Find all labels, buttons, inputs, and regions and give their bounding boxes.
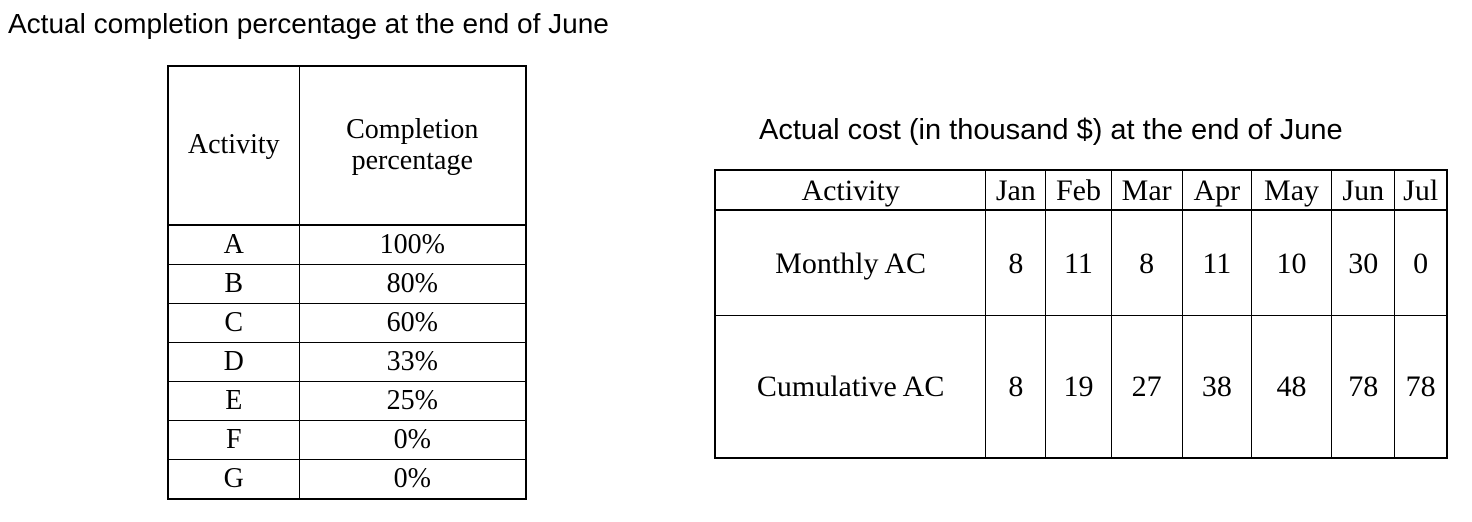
month-header-mar: Mar — [1110, 169, 1183, 211]
completion-table-title: Actual completion percentage at the end … — [8, 8, 609, 39]
cost-cell: 8 — [985, 209, 1047, 316]
completion-header-row: Activity Completion percentage — [167, 65, 527, 226]
percentage-cell: 60% — [298, 303, 527, 343]
completion-header-line-1: Completion — [346, 113, 479, 145]
percentage-cell: 100% — [298, 224, 527, 265]
table-row: B 80% — [167, 264, 527, 304]
cost-cell: 27 — [1110, 315, 1183, 459]
table-row: D 33% — [167, 342, 527, 382]
cost-cell: 30 — [1331, 209, 1396, 316]
table-row: A 100% — [167, 224, 527, 265]
cost-header-row: Activity Jan Feb Mar Apr May Jun Jul — [714, 169, 1448, 211]
completion-table: Activity Completion percentage A 100% B … — [167, 65, 527, 500]
completion-header-line-2: percentage — [351, 144, 473, 176]
table-row: C 60% — [167, 303, 527, 343]
cost-cell: 78 — [1394, 315, 1448, 459]
monthly-ac-row: Monthly AC 8 11 8 11 10 30 0 — [714, 209, 1448, 316]
completion-percentage-column-header: Completion percentage — [298, 65, 527, 226]
percentage-cell: 0% — [298, 459, 527, 500]
cost-cell: 10 — [1250, 209, 1333, 316]
cost-cell: 0 — [1394, 209, 1448, 316]
table-row: E 25% — [167, 381, 527, 421]
percentage-cell: 80% — [298, 264, 527, 304]
month-header-apr: Apr — [1181, 169, 1252, 211]
month-header-jan: Jan — [985, 169, 1047, 211]
activity-cell: E — [167, 381, 300, 421]
cost-cell: 19 — [1045, 315, 1112, 459]
table-row: F 0% — [167, 420, 527, 460]
table-row: G 0% — [167, 459, 527, 500]
cost-cell: 78 — [1331, 315, 1396, 459]
activity-cell: G — [167, 459, 300, 500]
cost-table-title: Actual cost (in thousand $) at the end o… — [759, 114, 1343, 146]
activity-cell: F — [167, 420, 300, 460]
percentage-cell: 0% — [298, 420, 527, 460]
activity-cell: D — [167, 342, 300, 382]
activity-cell: A — [167, 224, 300, 265]
row-label: Cumulative AC — [714, 315, 987, 459]
month-header-feb: Feb — [1045, 169, 1112, 211]
cost-cell: 8 — [985, 315, 1047, 459]
activity-column-header: Activity — [714, 169, 987, 211]
month-header-may: May — [1250, 169, 1333, 211]
cost-cell: 11 — [1045, 209, 1112, 316]
cost-cell: 8 — [1110, 209, 1183, 316]
percentage-cell: 25% — [298, 381, 527, 421]
cost-table: Activity Jan Feb Mar Apr May Jun Jul Mon… — [714, 169, 1448, 459]
activity-column-header: Activity — [167, 65, 300, 226]
row-label: Monthly AC — [714, 209, 987, 316]
percentage-cell: 33% — [298, 342, 527, 382]
cost-cell: 11 — [1181, 209, 1252, 316]
activity-cell: B — [167, 264, 300, 304]
cost-cell: 38 — [1181, 315, 1252, 459]
month-header-jun: Jun — [1331, 169, 1396, 211]
activity-cell: C — [167, 303, 300, 343]
cumulative-ac-row: Cumulative AC 8 19 27 38 48 78 78 — [714, 315, 1448, 459]
cost-cell: 48 — [1250, 315, 1333, 459]
month-header-jul: Jul — [1394, 169, 1448, 211]
